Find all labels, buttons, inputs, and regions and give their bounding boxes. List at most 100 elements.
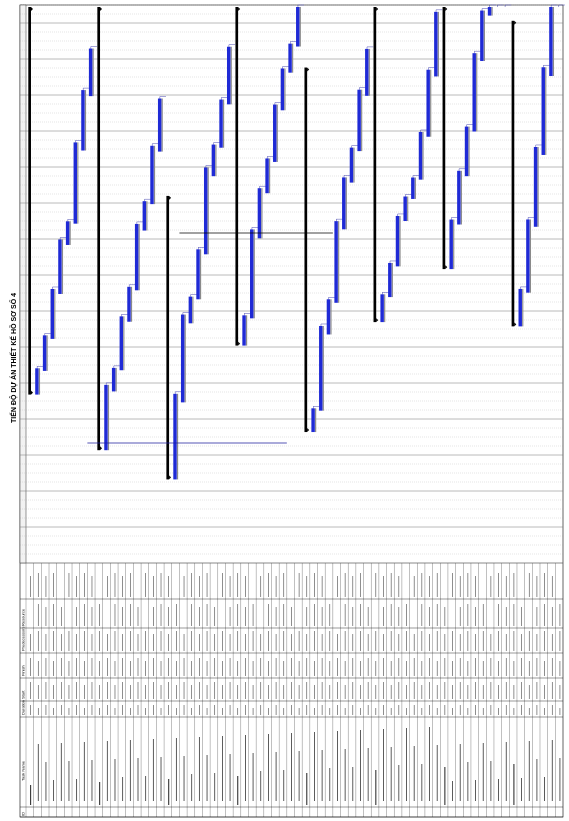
dependency-line [351, 145, 358, 148]
summary-end-marker [514, 20, 517, 25]
task-bar [226, 46, 231, 105]
task-bar [395, 215, 400, 267]
task-bar [434, 11, 438, 77]
baseline-bar [261, 188, 263, 239]
baseline-bar [315, 408, 317, 433]
baseline-bar [437, 11, 439, 77]
task-bar [296, 7, 300, 47]
summary-bar [442, 7, 446, 270]
dependency-line [504, 4, 512, 7]
task-bar [464, 126, 469, 177]
task-bar [388, 262, 392, 298]
task-bar [250, 229, 254, 319]
task-bar [288, 43, 292, 73]
dependency-line [121, 314, 128, 317]
baseline-bar [276, 104, 278, 162]
task-bar [472, 53, 476, 132]
table-header-cell: Duration [21, 700, 26, 715]
baseline-bar [123, 316, 125, 371]
baseline-bar [430, 69, 432, 137]
dependency-line [274, 102, 282, 105]
summary-end-marker [376, 318, 379, 323]
task-bar [119, 316, 124, 371]
baseline-bar [422, 131, 424, 180]
task-bar [180, 314, 185, 403]
dependency-line [144, 198, 151, 202]
dependency-line [282, 66, 289, 69]
dependency-line [221, 97, 228, 100]
baseline-bar [46, 335, 48, 371]
dependency-line [420, 129, 427, 132]
baseline-bar [184, 314, 186, 403]
task-bar [219, 99, 223, 148]
table-header-cell: Task Name [21, 760, 26, 781]
task-bar [418, 131, 423, 180]
task-bar [35, 368, 39, 395]
summary-end-marker [445, 265, 448, 270]
dependency-line [466, 124, 473, 127]
summary-end-marker [238, 7, 241, 11]
task-bars [28, 4, 565, 480]
dependency-line [105, 382, 113, 385]
baseline-bar [223, 99, 225, 148]
dependency-line [213, 142, 220, 145]
task-bar [134, 223, 139, 291]
task-bar [50, 288, 55, 339]
dependency-line [497, 4, 504, 7]
task-bar [334, 221, 338, 303]
baseline-bar [269, 158, 271, 194]
dependency-line [205, 165, 213, 168]
baseline-bar [414, 177, 416, 199]
baseline-bar [322, 325, 324, 411]
task-bar [42, 335, 47, 371]
baseline-bar [476, 53, 478, 132]
baseline-bar [529, 219, 532, 293]
dependency-line [543, 65, 550, 68]
summary-end-marker [100, 7, 103, 11]
dependency-line [190, 294, 197, 297]
dependency-line [405, 194, 412, 197]
dependency-line [36, 366, 44, 369]
baseline-bar [384, 294, 386, 323]
baseline-bar [253, 229, 255, 319]
summary-end-marker [514, 322, 517, 327]
summary-end-marker [169, 475, 172, 480]
dependency-line [228, 44, 236, 47]
dependency-line [136, 221, 143, 224]
dependency-line [67, 219, 74, 222]
baseline-bar [199, 249, 202, 300]
baseline-bar [246, 315, 248, 346]
dependency-line [151, 143, 159, 146]
baseline-bar [483, 10, 485, 62]
dependency-line [128, 284, 136, 287]
baseline-bar [330, 299, 332, 335]
baseline-bar [146, 201, 148, 231]
dependency-line [267, 156, 274, 159]
baseline-bar [361, 89, 363, 152]
dependency-line [397, 213, 404, 216]
baseline-bar [69, 221, 71, 245]
timeline-grid [19, 4, 563, 564]
task-bar [426, 69, 430, 137]
dependency-line [82, 87, 90, 91]
dependency-line [382, 292, 389, 295]
dependency-line [458, 168, 466, 171]
summary-bar [373, 7, 377, 323]
task-bar [58, 239, 62, 294]
baseline-bar [353, 147, 355, 183]
task-bar [357, 89, 361, 152]
baseline-bar [130, 286, 133, 322]
summary-bar [304, 67, 308, 433]
dependency-line [175, 391, 182, 394]
task-bar [265, 158, 269, 194]
summary-end-marker [238, 341, 241, 346]
baseline-bar [230, 46, 232, 105]
baseline-bar [153, 145, 156, 205]
baseline-bar [84, 90, 87, 151]
task-bar [188, 296, 193, 324]
task-bar [541, 67, 545, 155]
dependency-line [44, 333, 51, 336]
